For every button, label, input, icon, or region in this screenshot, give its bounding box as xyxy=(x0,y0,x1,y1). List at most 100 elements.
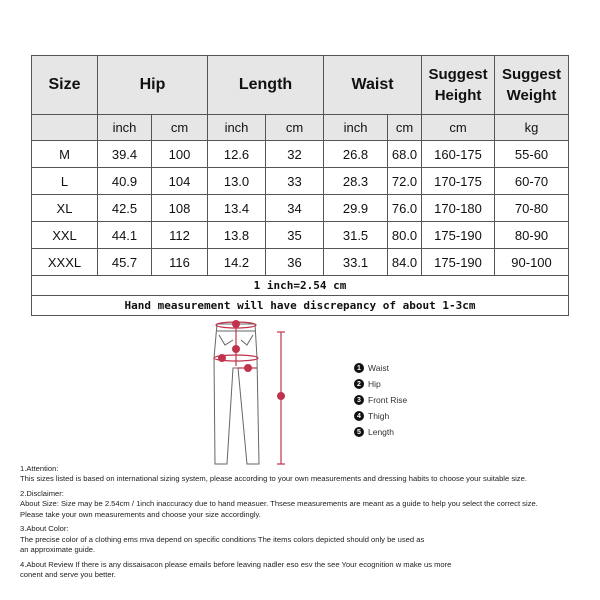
table-cell: 170-175 xyxy=(421,167,496,195)
note-title: 2.Disclaimer: xyxy=(20,489,64,499)
legend-item: 1 Waist xyxy=(354,360,407,376)
number-badge-icon: 3 xyxy=(354,395,364,405)
table-cell: 100 xyxy=(151,140,208,168)
table-cell: XXXL xyxy=(31,248,98,276)
table-cell: 76.0 xyxy=(387,194,423,222)
legend-label: Waist xyxy=(368,363,389,373)
legend-item: 5 Length xyxy=(354,424,407,440)
table-cell: 175-190 xyxy=(421,221,496,249)
discrepancy-note: Hand measurement will have discrepancy o… xyxy=(30,295,570,316)
note-title: 1.Attention: xyxy=(20,464,59,473)
number-badge-icon: 2 xyxy=(354,379,364,389)
number-badge-icon: 5 xyxy=(354,427,364,437)
note-paragraph: 4.About Review If there is any dissaisac… xyxy=(20,560,595,581)
header-waist: Waist xyxy=(323,55,423,115)
legend-label: Thigh xyxy=(368,411,390,421)
marker-3 xyxy=(232,345,240,353)
measurement-legend: 1 Waist 2 Hip 3 Front Rise 4 Thigh 5 Length xyxy=(354,360,407,440)
table-cell: 44.1 xyxy=(97,221,152,249)
table-cell: 42.5 xyxy=(97,194,152,222)
pants-measurement-diagram xyxy=(213,320,285,465)
legend-item: 3 Front Rise xyxy=(354,392,407,408)
header-hip: Hip xyxy=(97,55,208,115)
note-paragraph: 1.Attention: This sizes listed is based o… xyxy=(20,464,595,485)
unit-cell: cm xyxy=(421,114,496,141)
table-cell: 45.7 xyxy=(97,248,152,276)
table-cell: M xyxy=(31,140,98,168)
table-cell: 28.3 xyxy=(323,167,389,195)
legend-label: Front Rise xyxy=(368,395,408,405)
table-cell: 33 xyxy=(264,167,325,195)
table-cell: 116 xyxy=(151,248,208,276)
table-cell: 80-90 xyxy=(494,221,570,249)
table-cell: 108 xyxy=(151,194,208,222)
header-size: Size xyxy=(31,55,98,115)
table-cell: XL xyxy=(31,194,98,222)
legend-item: 4 Thigh xyxy=(354,408,407,424)
table-cell: 90-100 xyxy=(494,248,570,276)
table-row: XXL 44.1 112 13.8 35 31.5 80.0 175-190 80-90 xyxy=(31,221,570,249)
table-cell: L xyxy=(31,167,98,195)
unit-cell: kg xyxy=(494,114,570,141)
note-line: an approximate guide. xyxy=(20,545,96,555)
unit-cell: cm xyxy=(264,114,325,141)
table-cell: 84.0 xyxy=(387,248,423,276)
note-paragraph: 2.Disclaimer: About Size: Size may be 2.5… xyxy=(20,489,595,520)
table-cell: 35 xyxy=(264,221,325,249)
unit-cell: inch xyxy=(323,114,389,141)
number-badge-icon: 4 xyxy=(354,411,364,421)
header-row: Size Hip Length Waist Suggest Height Sug… xyxy=(31,55,570,115)
unit-cell: cm xyxy=(387,114,423,141)
table-cell: 29.9 xyxy=(323,194,389,222)
note-paragraph: 3.About Color: The precise color of a clo… xyxy=(20,524,595,555)
table-cell: 26.8 xyxy=(323,140,389,168)
table-cell: 12.6 xyxy=(207,140,266,168)
table-cell: 104 xyxy=(151,167,208,195)
table-cell: 39.4 xyxy=(97,140,152,168)
table-cell: 70-80 xyxy=(494,194,570,222)
unit-cell xyxy=(31,114,98,141)
table-cell: 13.0 xyxy=(207,167,266,195)
table-cell: XXL xyxy=(31,221,98,249)
table-cell: 60-70 xyxy=(494,167,570,195)
table-cell: 32 xyxy=(264,140,325,168)
note-line: This sizes listed is based on internatio… xyxy=(20,474,527,484)
unit-cell: inch xyxy=(207,114,266,141)
note-line: About Size: Size may be 2.54cm / 1inch i… xyxy=(20,499,538,509)
size-chart-table: Size Hip Length Waist Suggest Height Sug… xyxy=(30,55,570,316)
table-cell: 13.8 xyxy=(207,221,266,249)
table-cell: 33.1 xyxy=(323,248,389,276)
table-cell: 34 xyxy=(264,194,325,222)
note-title: 3.About Color: xyxy=(20,524,69,534)
marker-1 xyxy=(232,320,240,328)
table-cell: 36 xyxy=(264,248,325,276)
table-cell: 170-180 xyxy=(421,194,496,222)
conversion-note: 1 inch=2.54 cm xyxy=(30,275,570,296)
number-badge-icon: 1 xyxy=(354,363,364,373)
note-line: The precise color of a clothing ems mva … xyxy=(20,534,425,544)
table-row: L 40.9 104 13.0 33 28.3 72.0 170-175 60-70 xyxy=(31,167,570,195)
header-weight: Suggest Weight xyxy=(494,55,570,115)
table-row: M 39.4 100 12.6 32 26.8 68.0 160-175 55-60 xyxy=(31,140,570,168)
table-row: XL 42.5 108 13.4 34 29.9 76.0 170-180 70-80 xyxy=(31,194,570,222)
note-title: 4.About Review If there is any dissaisac… xyxy=(20,559,452,569)
header-length: Length xyxy=(206,55,325,115)
table-cell: 55-60 xyxy=(494,140,570,168)
legend-label: Length xyxy=(368,427,394,437)
table-cell: 112 xyxy=(151,221,208,249)
table-cell: 160-175 xyxy=(421,140,496,168)
table-cell: 40.9 xyxy=(97,167,152,195)
note-line: conent and serve you better. xyxy=(20,570,116,580)
marker-5 xyxy=(277,392,285,400)
table-cell: 13.4 xyxy=(207,194,266,222)
table-cell: 14.2 xyxy=(207,248,266,276)
marker-2 xyxy=(218,354,226,362)
header-height: Suggest Height xyxy=(421,55,496,115)
unit-row: inch cm inch cm inch cm cm kg xyxy=(31,114,570,141)
table-cell: 31.5 xyxy=(323,221,389,249)
legend-item: 2 Hip xyxy=(354,376,407,392)
table-cell: 80.0 xyxy=(387,221,423,249)
notes-section: 1.Attention: This sizes listed is based o… xyxy=(20,464,595,585)
table-cell: 175-190 xyxy=(421,248,496,276)
note-line: Please take your own measurements and ch… xyxy=(20,509,261,519)
